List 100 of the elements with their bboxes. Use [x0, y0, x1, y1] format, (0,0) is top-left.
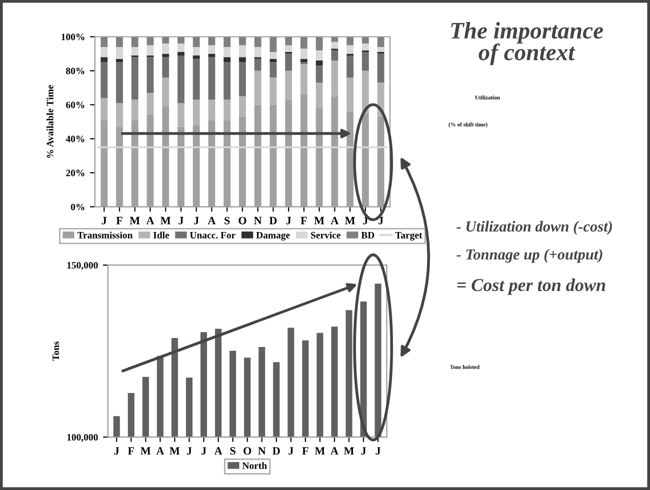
x-tick-label: J	[114, 447, 120, 455]
bar	[316, 66, 323, 83]
bar	[238, 36, 246, 46]
bar	[270, 62, 277, 78]
x-tick-label: M	[314, 447, 325, 455]
bar	[224, 46, 231, 58]
y-axis-title: % Available Time	[46, 85, 54, 158]
x-tick-label: J	[361, 447, 366, 455]
x-tick-label: F	[116, 216, 122, 224]
y-tick-label: 20%	[66, 170, 84, 176]
x-tick-label: M	[130, 216, 140, 224]
legend-label: Unacc. For	[190, 232, 236, 239]
x-tick-label: J	[102, 216, 107, 224]
bar	[285, 45, 292, 52]
bar	[131, 46, 138, 56]
x-tick-label: J	[186, 447, 192, 455]
bar	[131, 36, 138, 47]
bar	[192, 58, 200, 100]
bar	[208, 45, 216, 54]
x-tick-label: A	[156, 447, 164, 455]
text: - Utilization down (-cost)	[456, 220, 612, 235]
x-tick-label: O	[238, 216, 246, 224]
y-tick-label: 100%	[62, 34, 84, 40]
bar	[346, 78, 354, 112]
bar	[377, 54, 384, 83]
bar	[362, 44, 369, 50]
x-tick-label: M	[140, 447, 151, 455]
legend-label: Damage	[256, 232, 290, 241]
bar	[178, 44, 184, 52]
x-tick-label: A	[330, 216, 339, 224]
x-tick-label: J	[378, 216, 384, 224]
x-tick-label: F	[300, 216, 307, 224]
bar	[316, 60, 323, 66]
bar	[146, 92, 154, 115]
bar	[300, 48, 308, 59]
bar	[100, 98, 108, 120]
bar	[300, 36, 308, 49]
bar	[116, 58, 123, 62]
legend-label: BD	[361, 232, 374, 238]
bar	[208, 100, 216, 120]
bar	[300, 64, 308, 95]
bar	[178, 103, 184, 127]
x-tick-label: O	[244, 447, 252, 455]
x-tick-label: F	[128, 447, 134, 455]
bar	[270, 36, 277, 52]
bar	[224, 100, 231, 120]
bar	[377, 46, 384, 52]
bar	[254, 46, 262, 58]
x-tick-label: A	[208, 216, 216, 224]
y-axis-title: Tons	[52, 342, 60, 361]
bar	[146, 45, 154, 56]
bar	[224, 62, 231, 100]
x-tick-label: J	[194, 216, 199, 224]
bar	[285, 54, 292, 71]
y-tick-label: 150,000	[67, 262, 98, 270]
bar	[178, 55, 184, 104]
bar	[192, 46, 200, 56]
bar	[162, 78, 170, 106]
bar	[100, 57, 108, 62]
bar	[116, 62, 123, 104]
x-tick-label: A	[330, 447, 338, 455]
y-tick-label: 80%	[66, 68, 84, 74]
bar	[331, 50, 338, 61]
legend-label: Transmission	[77, 232, 133, 238]
x-tick-label: J	[201, 447, 206, 455]
x-tick-label: D	[272, 447, 280, 455]
bar	[100, 36, 108, 47]
x-tick-label: M	[344, 447, 354, 455]
bar	[254, 36, 262, 47]
bar	[316, 36, 323, 50]
x-tick-label: J	[286, 216, 292, 224]
bar	[362, 70, 369, 114]
x-tick-label: S	[224, 216, 230, 224]
x-tick-label: N	[254, 216, 262, 224]
x-tick-label: S	[230, 447, 236, 455]
bar	[238, 57, 246, 62]
bar	[131, 100, 138, 120]
x-tick-label: M	[314, 216, 324, 224]
bar	[254, 70, 262, 105]
bar	[100, 46, 108, 58]
bar	[162, 44, 170, 54]
bar	[331, 42, 338, 49]
bar	[224, 36, 231, 47]
bar	[131, 57, 138, 100]
text: The importance of context	[451, 22, 604, 66]
bar	[192, 36, 200, 47]
bar	[346, 36, 354, 46]
bar	[224, 57, 231, 62]
bar	[192, 100, 200, 126]
bar	[146, 57, 154, 93]
x-tick-label: J	[376, 447, 381, 455]
bar	[238, 96, 246, 117]
x-tick-label: N	[258, 447, 266, 455]
bar	[300, 58, 308, 62]
y-tick-label: 40%	[66, 136, 84, 142]
bar	[270, 52, 277, 59]
legend-label: Idle	[153, 232, 170, 238]
bar	[162, 57, 170, 78]
x-tick-label: M	[160, 216, 171, 224]
bar	[316, 50, 323, 61]
